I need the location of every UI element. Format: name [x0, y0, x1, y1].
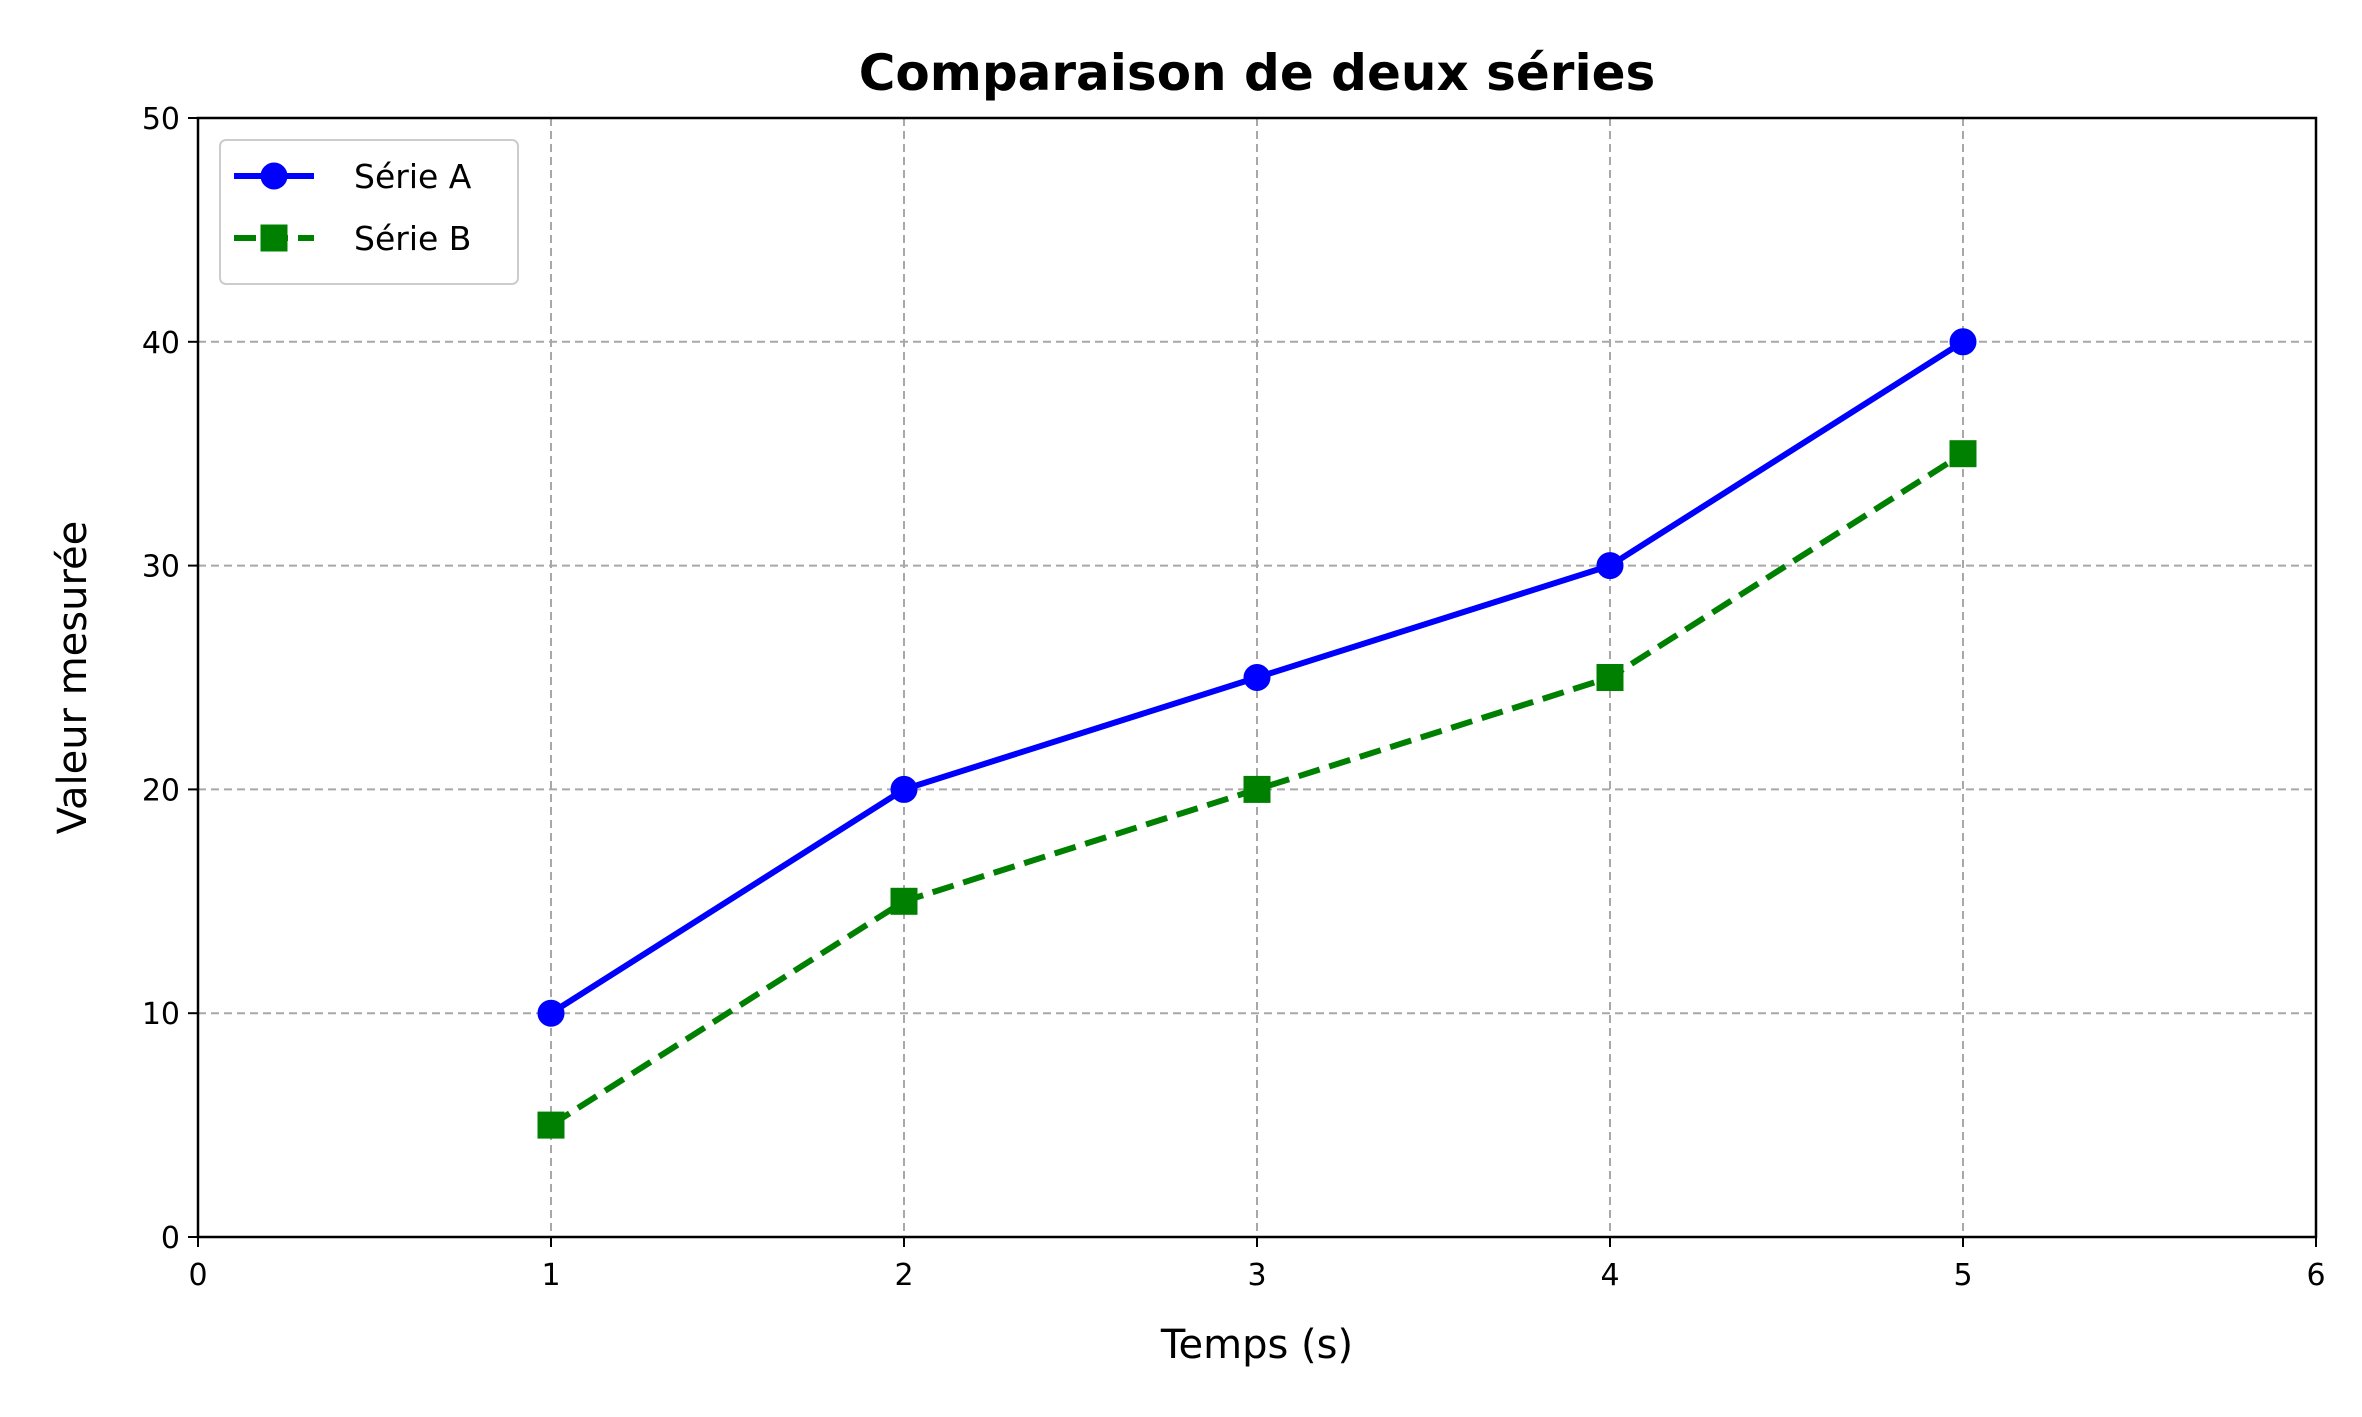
- x-tick-label: 4: [1600, 1258, 1619, 1293]
- y-tick-label: 20: [142, 773, 180, 808]
- x-tick-label: 1: [541, 1258, 560, 1293]
- legend-label: Série B: [354, 219, 471, 258]
- data-point: [1949, 328, 1977, 356]
- x-tick-label: 0: [188, 1258, 207, 1293]
- y-tick-label: 30: [142, 550, 180, 585]
- y-tick-label: 50: [142, 102, 180, 137]
- series-2: [537, 440, 1977, 1139]
- legend-swatch-marker: [260, 224, 288, 252]
- y-axis-label: Valeur mesurée: [50, 521, 96, 835]
- legend-entries: Série A Série B: [234, 157, 472, 258]
- x-tick-label: 2: [894, 1258, 913, 1293]
- data-point: [537, 999, 565, 1027]
- ticks: 0 1 2 3 4 5 6 0 10 20 30 40 50: [142, 102, 2326, 1293]
- x-tick-label: 6: [2306, 1258, 2325, 1293]
- legend-swatch-marker: [260, 162, 288, 190]
- data-point: [1243, 664, 1271, 691]
- data-point: [537, 1111, 565, 1139]
- x-axis-label: Temps (s): [1160, 1322, 1353, 1368]
- chart-title: Comparaison de deux séries: [859, 44, 1656, 102]
- data-point: [890, 775, 918, 803]
- series-layer: [537, 328, 1977, 1139]
- y-tick-label: 40: [142, 326, 180, 361]
- data-point: [1596, 664, 1624, 691]
- x-tick-label: 3: [1247, 1258, 1266, 1293]
- y-tick-label: 10: [142, 997, 180, 1032]
- data-point: [890, 887, 918, 915]
- legend: Série A Série B: [219, 139, 519, 285]
- y-tick-label: 0: [161, 1221, 180, 1256]
- legend-entry: Série B: [234, 219, 471, 258]
- data-point: [1243, 775, 1271, 803]
- x-tick-label: 5: [1953, 1258, 1972, 1293]
- data-point: [1596, 552, 1624, 580]
- legend-label: Série A: [354, 157, 472, 196]
- data-point: [1949, 440, 1977, 468]
- series-1: [537, 328, 1977, 1027]
- legend-entry: Série A: [234, 157, 472, 196]
